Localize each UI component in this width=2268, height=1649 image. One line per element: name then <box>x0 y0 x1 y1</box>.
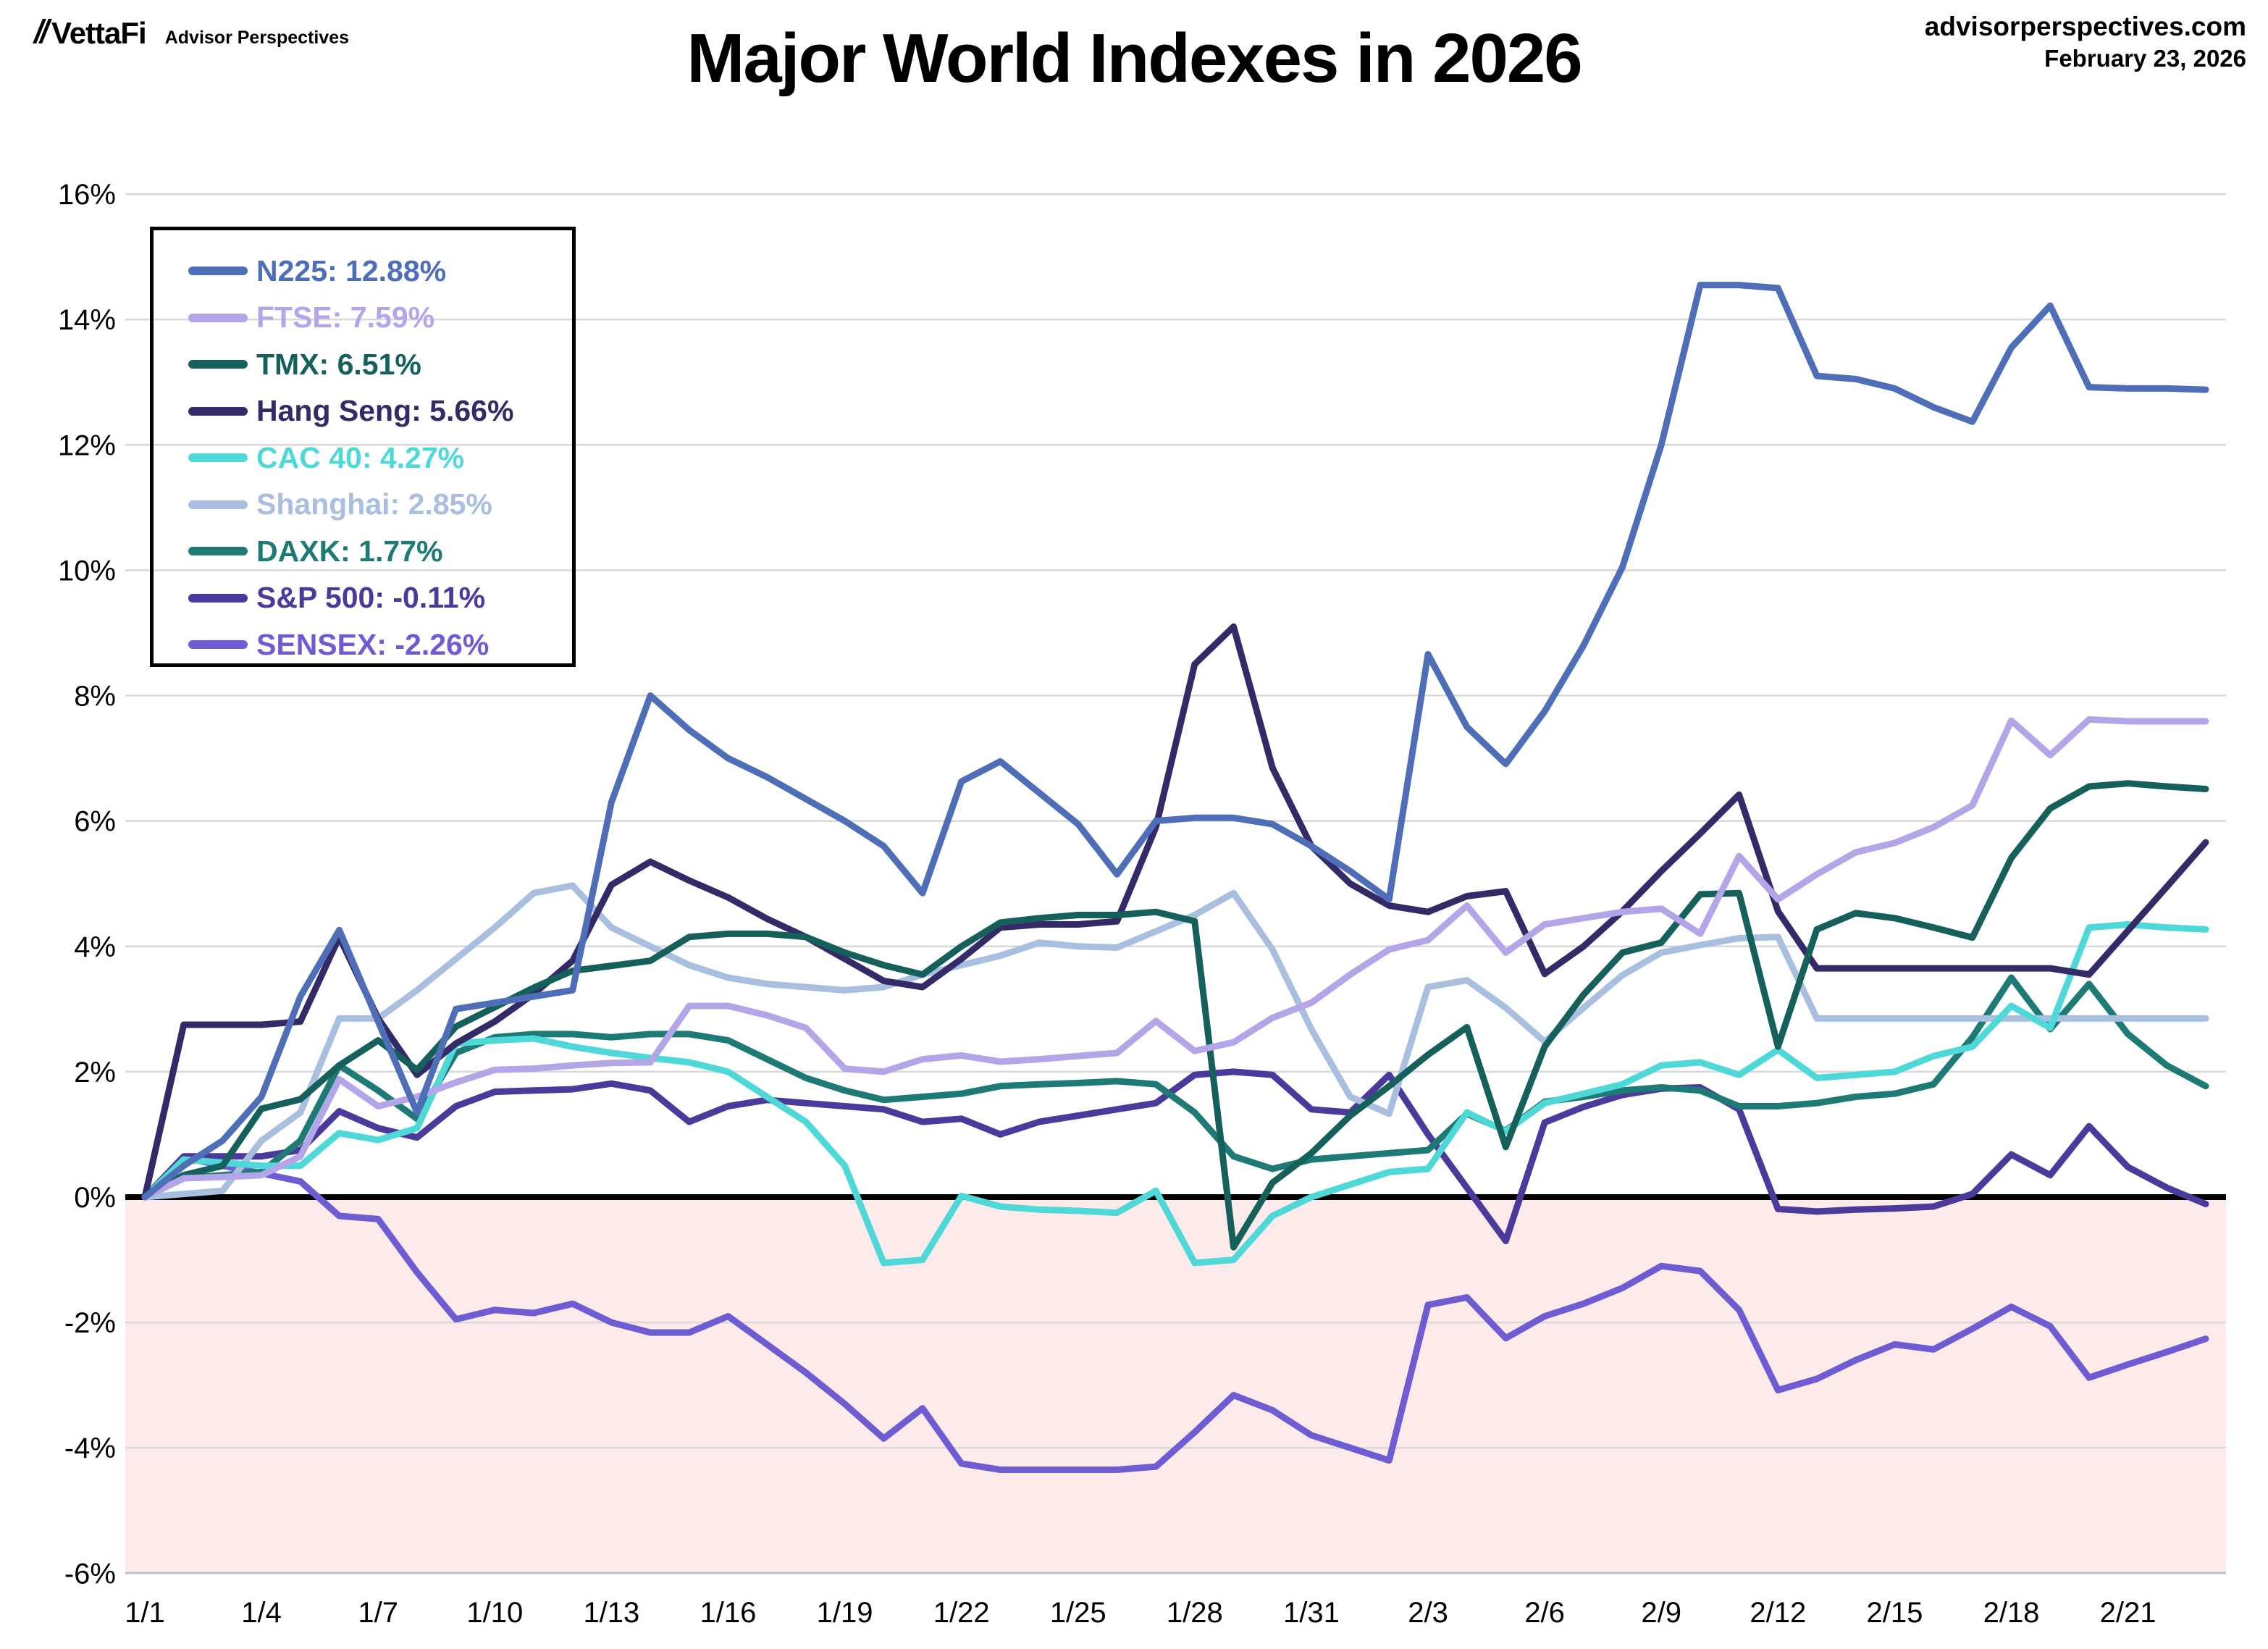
brand-name: VettaFi <box>51 16 147 50</box>
legend-label: TMX: 6.51% <box>256 347 421 381</box>
legend-label: Shanghai: 2.85% <box>256 487 492 521</box>
legend-swatch <box>188 360 248 369</box>
y-tick-label: 12% <box>58 429 116 461</box>
legend-label: SENSEX: -2.26% <box>256 627 490 661</box>
legend-swatch <box>188 313 248 322</box>
legend-label: FTSE: 7.59% <box>256 301 435 335</box>
legend-swatch <box>188 500 248 509</box>
y-tick-label: 10% <box>58 555 116 587</box>
legend-label: S&P 500: -0.11% <box>256 581 486 615</box>
x-tick-label: 2/3 <box>1408 1597 1448 1629</box>
x-tick-label: 1/16 <box>700 1597 757 1629</box>
source-block: advisorperspectives.com February 23, 202… <box>1925 10 2246 74</box>
series-line-shanghai <box>141 882 2209 1201</box>
x-tick-label: 2/12 <box>1750 1597 1806 1629</box>
x-tick-label: 1/19 <box>817 1597 873 1629</box>
legend-item-s-p-500: S&P 500: -0.11% <box>154 575 572 622</box>
x-tick-label: 2/18 <box>1983 1597 2040 1629</box>
y-tick-label: 8% <box>74 681 116 713</box>
x-tick-label: 2/21 <box>2100 1597 2156 1629</box>
x-tick-label: 1/31 <box>1283 1597 1340 1629</box>
x-tick-label: 1/28 <box>1167 1597 1223 1629</box>
legend-swatch <box>188 453 248 463</box>
y-tick-label: 2% <box>74 1057 116 1088</box>
series-line-ftse <box>141 716 2209 1201</box>
y-tick-label: 4% <box>74 931 116 963</box>
y-tick-label: 0% <box>74 1182 116 1214</box>
legend-swatch <box>188 547 248 556</box>
legend-box: N225: 12.88% FTSE: 7.59% TMX: 6.51% Hang Se… <box>150 227 576 667</box>
x-tick-label: 1/22 <box>933 1597 990 1629</box>
series-line-s-p-500 <box>141 1068 2209 1245</box>
x-tick-label: 1/1 <box>125 1597 165 1629</box>
source-site: advisorperspectives.com <box>1924 12 2246 41</box>
negative-region <box>125 1197 2226 1573</box>
series-line-tmx <box>141 780 2209 1251</box>
legend-item-shanghai: Shanghai: 2.85% <box>154 482 572 529</box>
legend-label: CAC 40: 4.27% <box>256 440 465 474</box>
legend-item-n225: N225: 12.88% <box>154 248 572 295</box>
x-tick-label: 2/6 <box>1524 1597 1565 1629</box>
brand-subtitle: Advisor Perspectives <box>164 28 350 48</box>
series-line-cac-40 <box>141 921 2209 1267</box>
legend-item-tmx: TMX: 6.51% <box>154 341 572 388</box>
series-line-n225 <box>141 282 2209 1201</box>
chart-title: Major World Indexes in 2026 <box>686 20 1582 97</box>
legend-list: N225: 12.88% FTSE: 7.59% TMX: 6.51% Hang Se… <box>154 248 572 668</box>
source-date: February 23, 2026 <box>2044 45 2246 72</box>
brand-header: VettaFi Advisor Perspectives <box>33 16 350 51</box>
series-line-hang-seng <box>141 623 2209 1201</box>
vettafi-logo: VettaFi <box>33 16 147 51</box>
legend-item-daxk: DAXK: 1.77% <box>154 528 572 575</box>
x-tick-label: 1/10 <box>466 1597 523 1629</box>
y-tick-label: -6% <box>64 1558 116 1590</box>
x-tick-label: 1/25 <box>1050 1597 1106 1629</box>
y-tick-label: 14% <box>58 304 116 336</box>
legend-item-ftse: FTSE: 7.59% <box>154 295 572 342</box>
x-tick-label: 1/4 <box>241 1597 282 1629</box>
legend-item-cac-40: CAC 40: 4.27% <box>154 435 572 482</box>
legend-swatch <box>188 406 248 416</box>
legend-label: N225: 12.88% <box>256 253 447 288</box>
x-tick-label: 2/9 <box>1641 1597 1681 1629</box>
legend-item-hang-seng: Hang Seng: 5.66% <box>154 388 572 435</box>
x-tick-label: 1/7 <box>358 1597 398 1629</box>
legend-swatch <box>188 267 248 276</box>
series-line-sensex <box>141 1154 2209 1473</box>
x-tick-label: 2/15 <box>1866 1597 1923 1629</box>
y-tick-label: -2% <box>64 1307 116 1339</box>
legend-label: DAXK: 1.77% <box>256 534 443 568</box>
y-tick-label: 6% <box>74 806 116 838</box>
legend-swatch <box>188 593 248 603</box>
x-tick-label: 1/13 <box>583 1597 639 1629</box>
legend-swatch <box>188 640 248 650</box>
y-tick-label: 16% <box>58 179 116 211</box>
legend-label: Hang Seng: 5.66% <box>256 394 514 428</box>
legend-item-sensex: SENSEX: -2.26% <box>154 621 572 668</box>
y-tick-label: -4% <box>64 1432 116 1464</box>
